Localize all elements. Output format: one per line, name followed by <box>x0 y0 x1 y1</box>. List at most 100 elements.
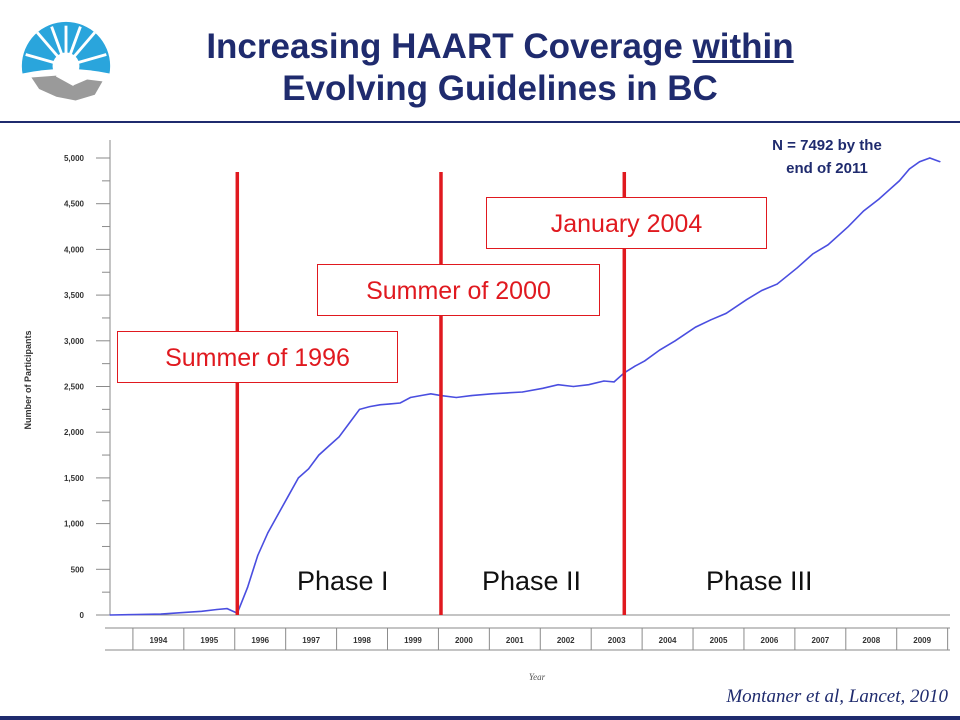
data-point <box>277 513 279 516</box>
y-tick-label: 500 <box>71 565 85 574</box>
data-point <box>318 454 320 456</box>
x-axis-label: Year <box>529 672 546 682</box>
data-point <box>297 477 300 479</box>
data-point <box>307 468 310 470</box>
data-point <box>659 349 661 351</box>
x-tick-label: 1999 <box>404 636 422 645</box>
callout-january-2004: January 2004 <box>486 197 767 249</box>
data-point <box>160 613 162 615</box>
data-point <box>287 495 289 497</box>
data-point <box>216 608 218 611</box>
x-tick-label: 2003 <box>608 636 626 645</box>
y-tick-label: 1,500 <box>64 474 85 483</box>
x-tick-label: 2009 <box>913 636 931 645</box>
y-tick-label: 4,500 <box>64 200 85 209</box>
data-point <box>613 381 615 383</box>
total-note: N = 7492 by the end of 2011 <box>742 134 912 180</box>
y-tick-label: 5,000 <box>64 154 85 163</box>
data-point <box>745 299 748 301</box>
footer-divider <box>0 716 960 720</box>
data-point <box>694 326 697 328</box>
x-tick-label: 1994 <box>149 636 167 645</box>
data-point <box>109 614 111 616</box>
y-tick-label: 4,000 <box>64 245 85 254</box>
data-point <box>409 396 412 399</box>
x-tick-label: 1996 <box>251 636 269 645</box>
y-axis-label: Number of Participants <box>23 330 33 429</box>
data-point <box>603 380 605 382</box>
data-point <box>420 395 422 397</box>
data-point <box>796 267 799 269</box>
title-underlined: within <box>692 27 794 66</box>
data-point <box>572 385 574 388</box>
x-tick-label: 2001 <box>506 636 524 645</box>
x-tick-label: 2000 <box>455 636 473 645</box>
header-divider <box>0 121 960 123</box>
data-point <box>863 210 865 212</box>
callout-summer-2000: Summer of 2000 <box>317 264 600 316</box>
data-point <box>491 393 493 395</box>
data-point <box>369 406 371 408</box>
data-point <box>399 402 401 404</box>
data-point <box>506 392 508 394</box>
title-line-2: Evolving Guidelines in BC <box>282 69 718 108</box>
data-point <box>644 360 646 362</box>
data-point <box>470 395 473 397</box>
data-point <box>257 554 259 557</box>
data-point <box>710 319 712 321</box>
data-point <box>134 613 137 616</box>
total-note-line-2: end of 2011 <box>786 160 868 177</box>
x-tick-label: 2006 <box>761 636 779 645</box>
y-tick-label: 1,000 <box>64 520 85 529</box>
data-point <box>878 198 880 200</box>
data-point <box>776 283 778 285</box>
data-point <box>898 180 900 182</box>
data-point <box>185 611 187 613</box>
title-line-1: Increasing HAART Coverage within <box>130 26 870 68</box>
sunburst-handshake-logo-icon <box>21 21 111 114</box>
citation: Montaner et al, Lancet, 2010 <box>726 686 948 707</box>
x-tick-label: 2004 <box>659 636 677 645</box>
y-tick-label: 2,500 <box>64 383 85 392</box>
data-point <box>389 403 391 405</box>
x-tick-label: 2008 <box>862 636 880 645</box>
phase-2-label: Phase II <box>482 566 582 596</box>
x-tick-label: 2007 <box>811 636 829 645</box>
data-point <box>246 586 249 589</box>
data-point <box>908 168 911 170</box>
data-point <box>939 161 941 163</box>
phase-1-label: Phase I <box>297 566 389 596</box>
data-point <box>521 391 524 393</box>
data-point <box>201 610 203 612</box>
y-tick-label: 3,500 <box>64 291 85 300</box>
data-point <box>812 253 814 255</box>
data-point <box>226 608 228 610</box>
data-point <box>588 384 590 386</box>
y-tick-label: 0 <box>80 611 85 620</box>
x-tick-label: 1997 <box>302 636 320 645</box>
data-point <box>379 404 381 406</box>
data-point <box>674 340 676 342</box>
data-point <box>328 445 330 447</box>
data-point <box>267 532 269 534</box>
page-title: Increasing HAART Coverage within Evolvin… <box>130 26 870 110</box>
data-point <box>338 436 340 438</box>
data-point <box>455 396 457 399</box>
title-part-1: Increasing HAART Coverage <box>206 27 693 66</box>
x-tick-label: 1995 <box>200 636 218 645</box>
data-point <box>430 393 432 395</box>
data-point <box>761 289 763 292</box>
y-tick-label: 3,000 <box>64 337 85 346</box>
y-tick-label: 2,000 <box>64 428 85 437</box>
x-tick-label: 2005 <box>710 636 728 645</box>
data-point <box>827 244 829 246</box>
data-point <box>358 408 361 410</box>
data-point <box>847 225 849 228</box>
phase-3-label: Phase III <box>706 566 813 596</box>
x-tick-label: 1998 <box>353 636 371 645</box>
callout-summer-1996: Summer of 1996 <box>117 331 398 383</box>
data-point <box>633 365 636 367</box>
total-note-line-1: N = 7492 by the <box>772 137 882 154</box>
data-point <box>929 157 931 159</box>
